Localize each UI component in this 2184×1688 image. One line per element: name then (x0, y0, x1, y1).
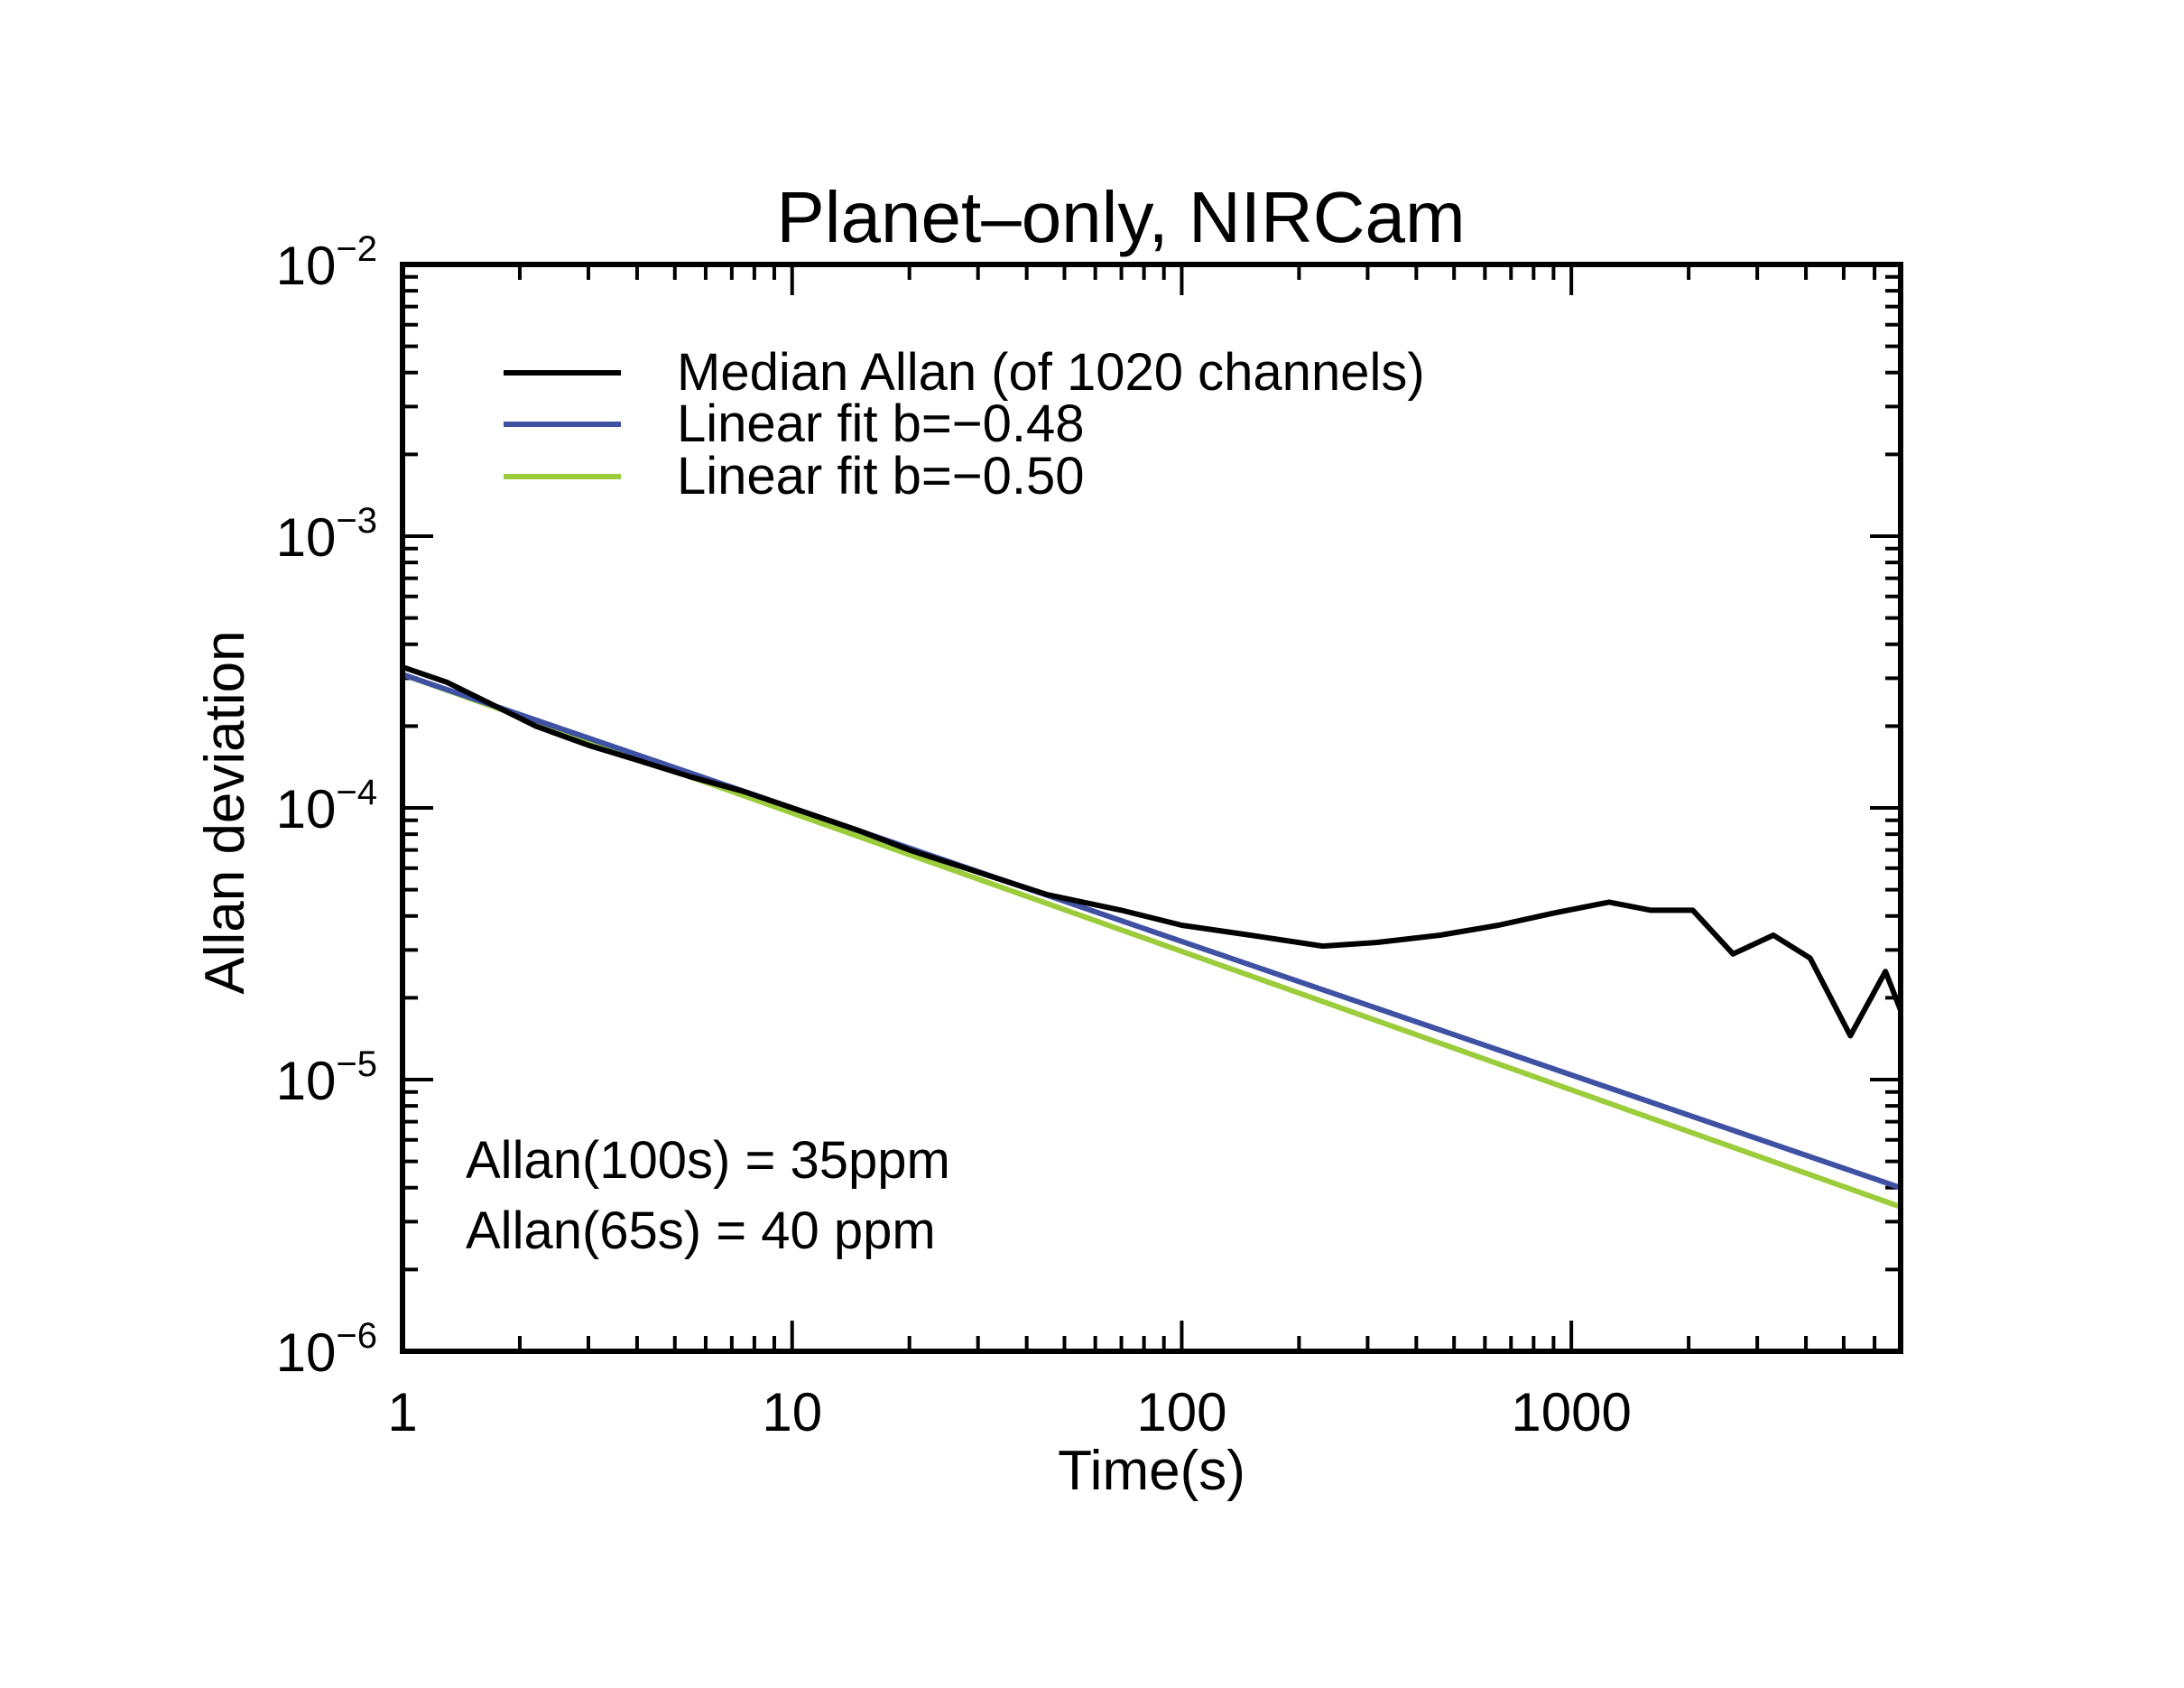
series-median-allan (402, 664, 1903, 1039)
legend-label-fit-050: Linear fit b=−0.50 (677, 447, 1084, 505)
legend-label-fit-048: Linear fit b=−0.48 (677, 394, 1084, 453)
y-tick-label: 10−3 (276, 501, 377, 568)
y-tick-label: 10−5 (276, 1044, 377, 1111)
x-tick-label: 1000 (1511, 1382, 1631, 1442)
y-axis-label: Allan deviation (194, 630, 256, 994)
series-linear-fit-048 (402, 672, 1902, 1191)
x-tick-label: 100 (1136, 1382, 1226, 1442)
y-tick-labels: 10−6 10−5 10−4 10−3 10−2 (276, 229, 377, 1383)
y-tick-label: 10−6 (276, 1316, 377, 1383)
x-tick-labels: 1 10 100 1000 (387, 1382, 1632, 1442)
legend: Median Allan (of 1020 channels) Linear f… (504, 343, 1425, 505)
x-tick-label: 10 (762, 1382, 822, 1442)
x-axis-label: Time(s) (1058, 1440, 1245, 1502)
x-tick-label: 1 (387, 1382, 417, 1442)
chart-title: Planet–only, NIRCam (776, 177, 1465, 257)
series-layer (401, 664, 1903, 1210)
y-tick-label: 10−4 (276, 773, 377, 839)
annotation-allan-100s: Allan(100s) = 35ppm (466, 1131, 950, 1190)
plot-frame (400, 262, 1903, 1354)
annotation-allan-65s: Allan(65s) = 40 ppm (466, 1201, 936, 1260)
y-tick-label: 10−2 (276, 229, 377, 296)
legend-label-median: Median Allan (of 1020 channels) (677, 343, 1425, 402)
